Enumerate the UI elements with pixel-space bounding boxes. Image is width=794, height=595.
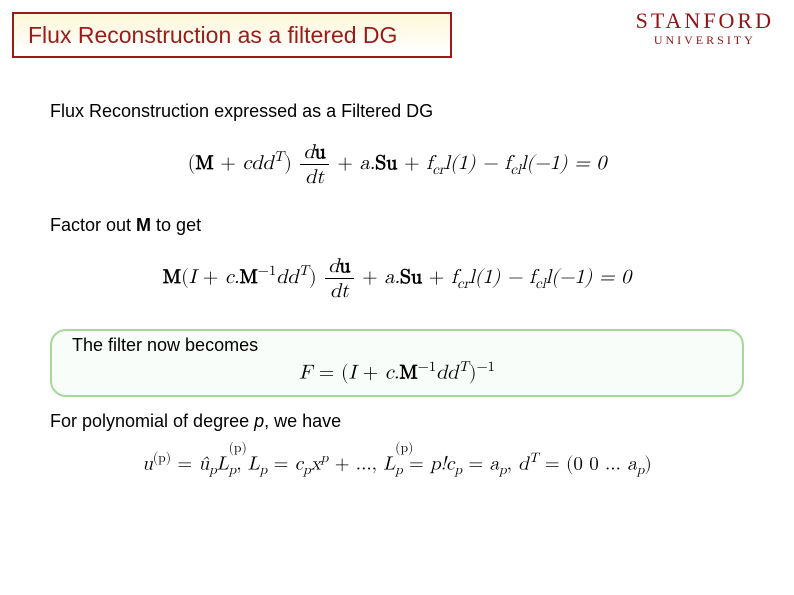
slide-body: Flux Reconstruction expressed as a Filte… (50, 95, 744, 505)
equation-1: (M + cddT) du dt + a.Su + fcrl(1) − fcll… (50, 140, 744, 189)
body-line-1: Flux Reconstruction expressed as a Filte… (50, 101, 744, 122)
logo-sub-text: UNIVERSITY (636, 34, 774, 46)
body-line-3: The filter now becomes (72, 335, 722, 356)
stanford-logo: STANFORD UNIVERSITY (636, 10, 774, 46)
fraction: du dt (300, 140, 328, 189)
equation-2: M(I + c.M−1ddT) du dt + a.Su + fcrl(1) −… (50, 254, 744, 303)
slide-title-box: Flux Reconstruction as a filtered DG (12, 12, 452, 58)
body-line-2: Factor out M to get (50, 215, 744, 236)
equation-4: u(p) = ûpL(p)p, Lp = cpxp + ..., L(p)p =… (50, 450, 744, 479)
highlight-box: The filter now becomes F = (I + c.M−1ddT… (50, 329, 744, 397)
equation-3: F = (I + c.M−1ddT)−1 (72, 358, 722, 385)
slide-title: Flux Reconstruction as a filtered DG (28, 22, 397, 49)
body-line-4: For polynomial of degree p, we have (50, 411, 744, 432)
fraction: du dt (325, 254, 353, 303)
logo-main-text: STANFORD (636, 10, 774, 32)
